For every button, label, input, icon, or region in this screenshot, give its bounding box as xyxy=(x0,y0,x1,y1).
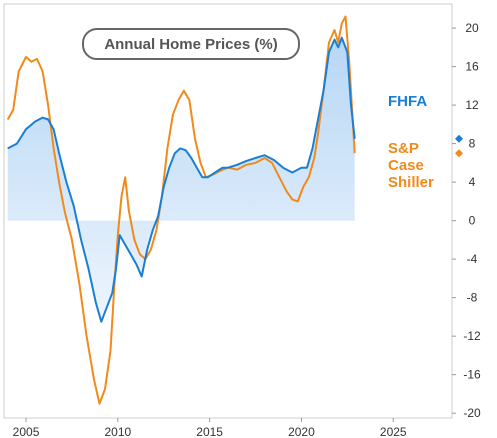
y-tick-label: 4 xyxy=(469,175,476,189)
series-line-1 xyxy=(6,15,356,405)
end-marker-1 xyxy=(455,149,463,158)
y-tick-label: 20 xyxy=(465,21,479,35)
legend-label-1: Shiller xyxy=(388,174,434,191)
legend-label-0: FHFA xyxy=(388,93,427,110)
x-tick-label: 2025 xyxy=(380,425,407,438)
series-line-layer xyxy=(6,15,463,405)
y-tick-label: -4 xyxy=(467,252,478,266)
y-tick-label: 0 xyxy=(469,214,476,228)
legend-label-1: S&P xyxy=(388,140,419,157)
y-tick-label: 16 xyxy=(465,60,479,74)
series-line-0 xyxy=(7,36,356,323)
end-marker-0 xyxy=(455,134,463,143)
y-tick-label: 8 xyxy=(469,137,476,151)
y-axis: 20 16 12 8 4 0 -4 -8 -12 -16 -20 xyxy=(452,21,481,420)
x-tick-label: 2020 xyxy=(288,425,315,438)
title-frame xyxy=(82,28,300,60)
y-tick-label: -8 xyxy=(467,291,478,305)
x-tick-label: 2010 xyxy=(104,425,131,438)
x-axis: 2005 2010 2015 2020 2025 xyxy=(13,418,407,438)
x-tick-label: 2005 xyxy=(13,425,40,438)
y-tick-label: -20 xyxy=(463,406,481,420)
legend-label-1: Case xyxy=(388,157,424,174)
y-tick-label: -12 xyxy=(463,329,481,343)
chart-title-box: Annual Home Prices (%) xyxy=(82,28,300,60)
series-area-0 xyxy=(7,37,355,322)
y-tick-label: 12 xyxy=(465,98,479,112)
plot-frame xyxy=(3,3,453,419)
y-tick-label: -16 xyxy=(463,368,481,382)
x-tick-label: 2015 xyxy=(196,425,223,438)
area-fill-layer xyxy=(7,37,355,322)
chart-title: Annual Home Prices (%) xyxy=(104,36,277,53)
